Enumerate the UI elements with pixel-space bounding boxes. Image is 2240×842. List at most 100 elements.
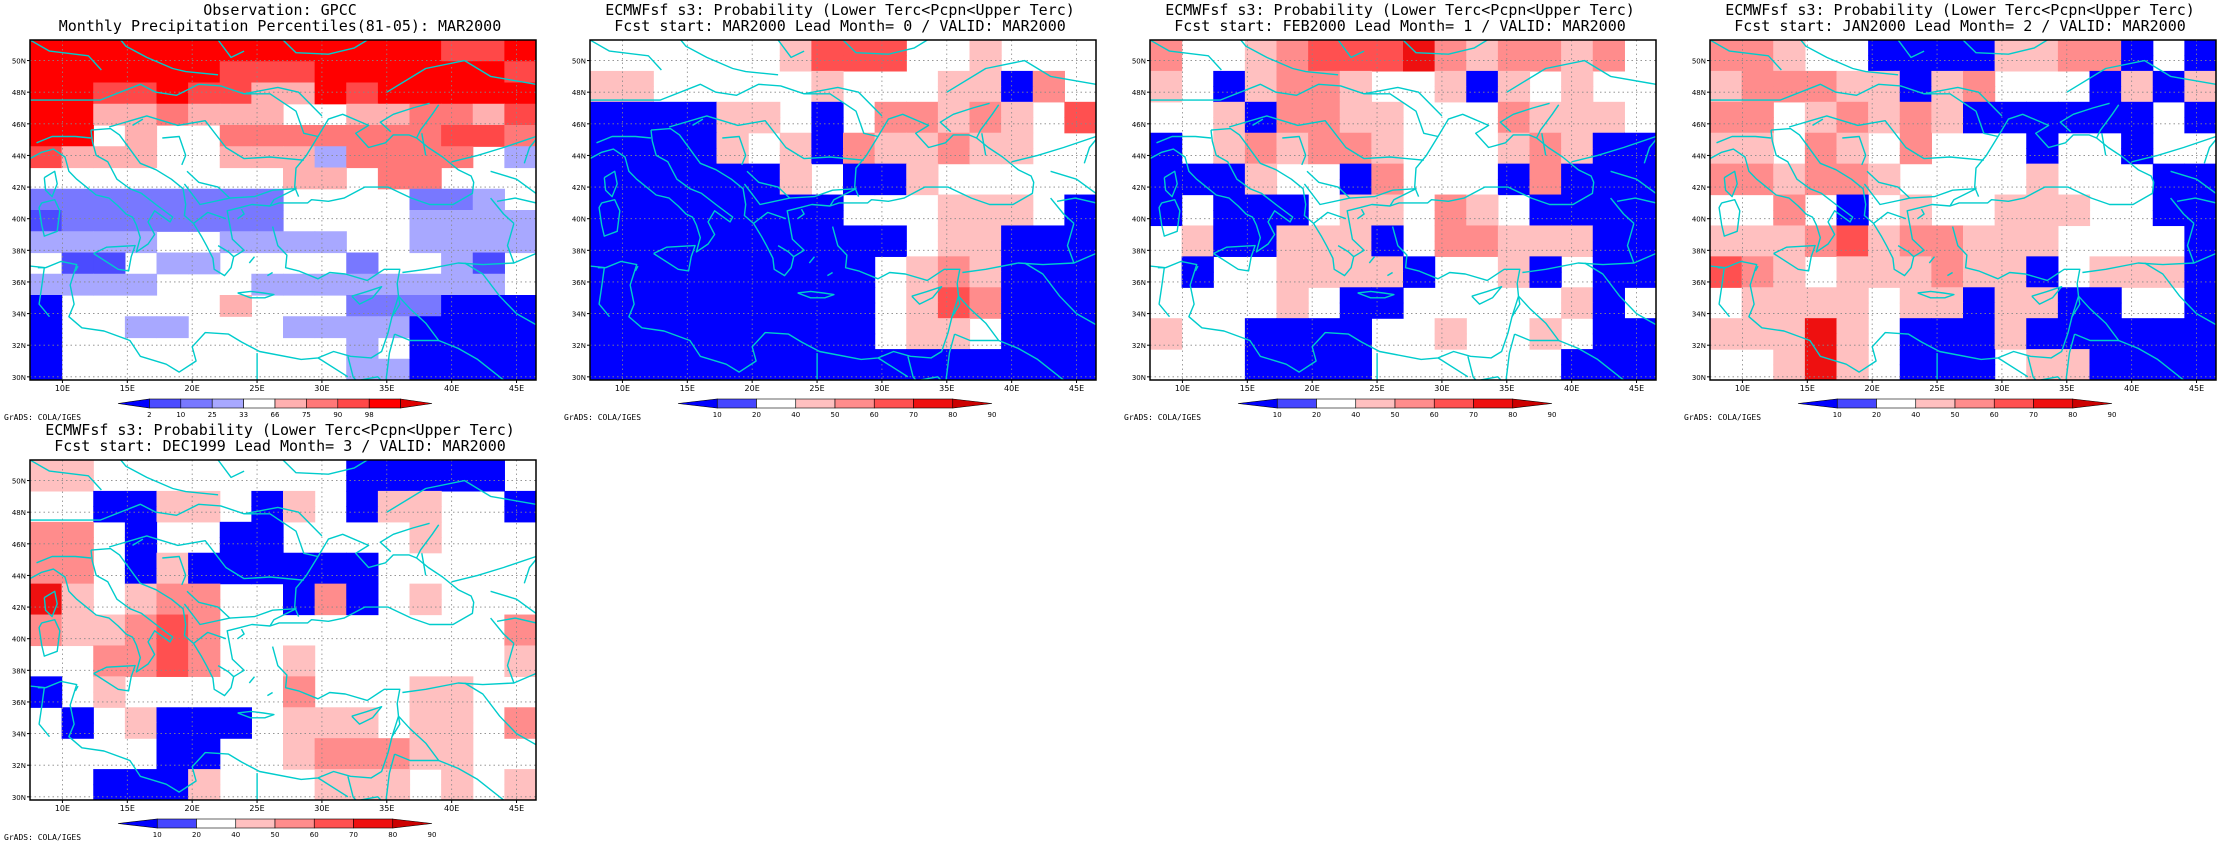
heatmap-cell (2057, 210, 2091, 227)
heatmap-cell (2121, 101, 2154, 118)
coastline (183, 590, 231, 626)
heatmap-cell (1592, 117, 1625, 134)
heatmap-cell (409, 460, 442, 477)
heatmap-cell (716, 287, 749, 304)
heatmap-cell (409, 231, 442, 254)
heatmap-cell (124, 537, 158, 554)
heatmap-cell (30, 691, 63, 708)
colorbar-swatch (1355, 398, 1396, 409)
heatmap-cell (1710, 318, 1743, 335)
gridlines (30, 460, 536, 800)
coastline (523, 139, 536, 164)
heatmap-cell (1403, 271, 1436, 288)
heatmap-cell (156, 707, 189, 724)
heatmap-cell (811, 70, 844, 87)
heatmap-cell (1244, 210, 1278, 227)
heatmap-cell (811, 240, 844, 257)
heatmap-cell (409, 82, 442, 105)
heatmap-cell (874, 364, 907, 380)
heatmap-cell (124, 146, 158, 169)
y-tick-label: 34N (12, 731, 26, 739)
heatmap-cell (1624, 318, 1656, 335)
heatmap-cell (779, 302, 812, 319)
heatmap-cell (779, 256, 812, 273)
heatmap-cell (1403, 256, 1436, 273)
panel-title-line2: Fcst start: MAR2000 Lead Month= 0 / VALI… (614, 17, 1066, 35)
colorbar-label: 90 (988, 411, 997, 419)
heatmap-cell (409, 103, 442, 126)
heatmap-cell (472, 316, 505, 339)
coastline (1402, 40, 1488, 55)
heatmap-cell (1466, 70, 1499, 87)
heatmap-cell (504, 231, 536, 254)
heatmap-cell (1836, 132, 1869, 149)
coastline (438, 759, 505, 800)
colorbar-label: 25 (208, 411, 217, 419)
panel-title-line2: Fcst start: FEB2000 Lead Month= 1 / VALI… (1174, 17, 1626, 35)
coastline (797, 208, 805, 220)
heatmap-cell (188, 506, 221, 523)
heatmap-cell (684, 318, 718, 335)
heatmap-cell (409, 358, 442, 380)
coastline (951, 296, 961, 318)
heatmap-cell (314, 125, 347, 147)
heatmap-cell (1741, 179, 1774, 196)
heatmap-cell (1741, 148, 1774, 165)
heatmap-cell (1710, 148, 1743, 165)
heatmap-cell (30, 40, 63, 62)
y-tick-label: 40N (12, 636, 26, 644)
coastline (347, 356, 357, 380)
heatmap-cell (472, 337, 505, 360)
colorbar-label: 40 (1911, 411, 1920, 419)
x-tick-label: 35E (379, 804, 394, 813)
coastline (1158, 198, 1181, 237)
coastline (1626, 223, 1635, 264)
coastline (93, 664, 136, 692)
heatmap-cell (441, 316, 474, 339)
heatmap-cell (314, 568, 347, 585)
heatmap-cell (2026, 117, 2059, 134)
colorbar-swatch (1433, 398, 1474, 409)
x-tick-label: 25E (1929, 384, 1944, 393)
heatmap-cell (716, 318, 749, 335)
heatmap-cell (779, 333, 812, 350)
heatmap-cell (504, 82, 536, 105)
coastline (351, 706, 383, 725)
y-tick-label: 30N (1692, 374, 1706, 382)
heatmap-cell (1403, 40, 1436, 57)
coastline (237, 290, 275, 299)
heatmap-cell (874, 240, 907, 257)
heatmap-cell (2057, 318, 2091, 335)
y-tick-label: 50N (12, 58, 26, 66)
heatmap-cell (1836, 225, 1869, 242)
heatmap-cell (156, 784, 189, 800)
heatmap-cell (1710, 101, 1743, 118)
heatmap-cell (716, 364, 749, 380)
heatmap-cell (2152, 333, 2185, 350)
heatmap-cell (377, 358, 411, 380)
heatmap-cell (590, 318, 623, 335)
heatmap-cell (124, 210, 158, 232)
heatmap-cell (653, 364, 686, 380)
heatmap-cell (590, 333, 623, 350)
heatmap-cell (346, 40, 379, 62)
heatmap-cell (93, 273, 126, 296)
heatmap-cell (1741, 40, 1774, 57)
heatmap-cell (377, 460, 411, 477)
coastline (43, 170, 58, 198)
heatmap-cell (937, 86, 971, 103)
heatmap-cell (409, 210, 442, 232)
heatmap-cell (748, 163, 781, 180)
heatmap-cell (346, 599, 379, 616)
x-tick-label: 30E (874, 384, 889, 393)
colorbar-swatch (1876, 398, 1917, 409)
heatmap-cell (472, 475, 505, 492)
heatmap-cell (1592, 179, 1625, 196)
heatmap-cell (874, 55, 907, 72)
heatmap-cell (346, 475, 379, 492)
heatmap-cell (811, 132, 844, 149)
colorbar-swatch (400, 398, 433, 409)
coastline (842, 40, 928, 55)
heatmap-cell (1371, 132, 1404, 149)
colorbar-label: 50 (1391, 411, 1400, 419)
